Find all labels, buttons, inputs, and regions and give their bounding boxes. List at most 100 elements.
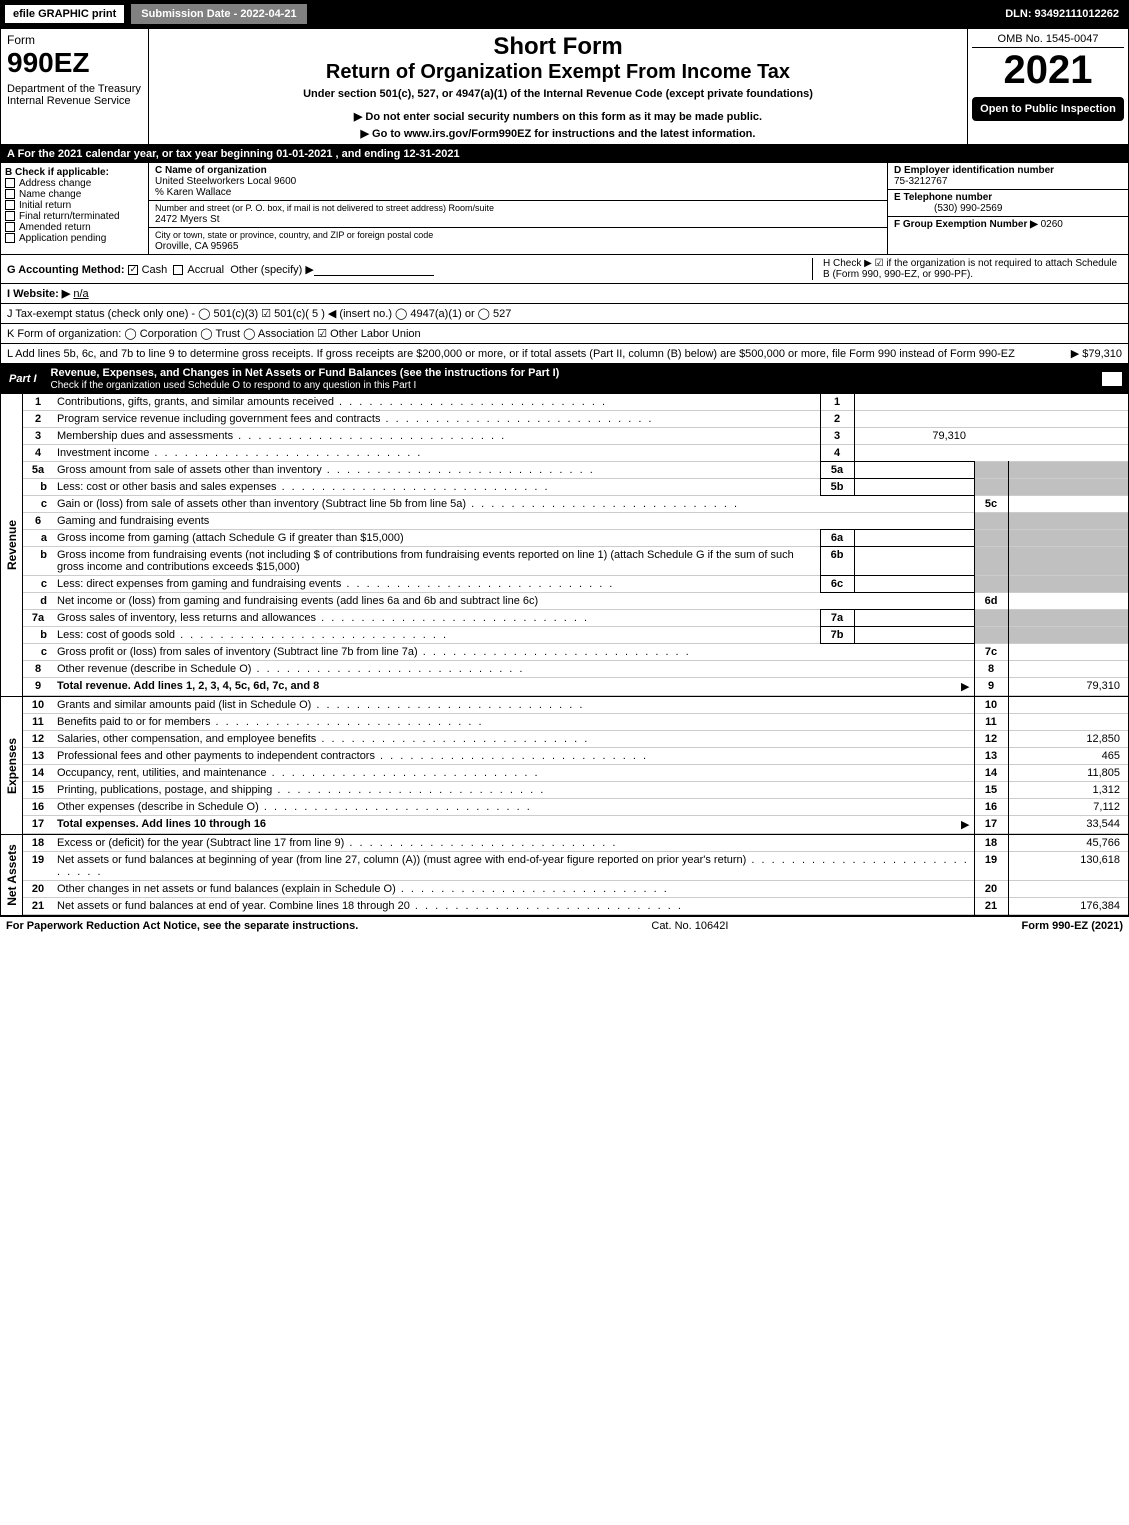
box-b: B Check if applicable: Address change Na… (1, 163, 149, 254)
line-h: H Check ▶ ☑ if the organization is not r… (812, 258, 1122, 280)
line-k: K Form of organization: ◯ Corporation ◯ … (1, 324, 1128, 344)
line-17: 17Total expenses. Add lines 10 through 1… (23, 816, 1128, 834)
box-c: C Name of organization United Steelworke… (149, 163, 888, 254)
chk-accrual[interactable] (173, 265, 183, 275)
line-4: 4Investment income4 (23, 445, 1128, 462)
part-1-checkbox[interactable]: ✓ (1102, 372, 1122, 386)
chk-app-pending[interactable] (5, 233, 15, 243)
line-g-label: G Accounting Method: (7, 264, 125, 276)
part-1-label: Part I (1, 370, 45, 388)
chk-address-change[interactable] (5, 178, 15, 188)
line-6a: aGross income from gaming (attach Schedu… (23, 530, 1128, 547)
line-7c: cGross profit or (loss) from sales of in… (23, 644, 1128, 661)
lbl-other: Other (specify) ▶ (230, 264, 314, 276)
city-state-zip: Oroville, CA 95965 (155, 241, 238, 252)
line-14: 14Occupancy, rent, utilities, and mainte… (23, 765, 1128, 782)
revenue-table: 1Contributions, gifts, grants, and simil… (23, 394, 1128, 696)
ein-value: 75-3212767 (894, 176, 947, 187)
subtitle: Under section 501(c), 527, or 4947(a)(1)… (153, 88, 963, 100)
note-ssn: ▶ Do not enter social security numbers o… (153, 110, 963, 123)
net-assets-vert-label: Net Assets (1, 835, 23, 915)
arrow-icon: ▶ (961, 680, 969, 693)
line-l: L Add lines 5b, 6c, and 7b to line 9 to … (1, 344, 1128, 364)
revenue-vert-label: Revenue (1, 394, 23, 696)
line-l-arrow: ▶ $ (1071, 347, 1089, 360)
open-to-public: Open to Public Inspection (972, 97, 1124, 121)
line-3: 3Membership dues and assessments379,310 (23, 428, 1128, 445)
net-assets-table: 18Excess or (deficit) for the year (Subt… (23, 835, 1128, 915)
other-specify-input[interactable] (314, 264, 434, 276)
line-l-text: L Add lines 5b, 6c, and 7b to line 9 to … (7, 348, 1015, 360)
website-value: n/a (73, 288, 88, 300)
arrow-icon: ▶ (961, 818, 969, 831)
org-name-label: C Name of organization (155, 165, 267, 176)
submission-date: Submission Date - 2022-04-21 (131, 4, 306, 24)
chk-name-change[interactable] (5, 189, 15, 199)
line-7a: 7aGross sales of inventory, less returns… (23, 610, 1128, 627)
tel-value: (530) 990-2569 (894, 203, 1002, 214)
line-8: 8Other revenue (describe in Schedule O)8 (23, 661, 1128, 678)
form-word: Form (7, 33, 142, 47)
line-19: 19Net assets or fund balances at beginni… (23, 852, 1128, 881)
footer-form-ref: Form 990-EZ (2021) (1022, 920, 1123, 932)
note-link: ▶ Go to www.irs.gov/Form990EZ for instru… (153, 127, 963, 140)
footer-left: For Paperwork Reduction Act Notice, see … (6, 920, 358, 932)
city-label: City or town, state or province, country… (155, 230, 433, 240)
line-16: 16Other expenses (describe in Schedule O… (23, 799, 1128, 816)
box-d-e-f: D Employer identification number 75-3212… (888, 163, 1128, 254)
grp-label: F Group Exemption Number ▶ (894, 219, 1038, 230)
addr-label: Number and street (or P. O. box, if mail… (155, 203, 494, 213)
expenses-vert-label: Expenses (1, 697, 23, 834)
dln: DLN: 93492111012262 (995, 4, 1129, 24)
care-of: % Karen Wallace (155, 187, 231, 198)
chk-amended[interactable] (5, 222, 15, 232)
line-6d: dNet income or (loss) from gaming and fu… (23, 593, 1128, 610)
line-l-amount: 79,310 (1088, 348, 1122, 360)
grp-value: 0260 (1041, 219, 1063, 230)
chk-final-return[interactable] (5, 211, 15, 221)
website-label: I Website: ▶ (7, 287, 70, 300)
lbl-final-return: Final return/terminated (19, 211, 120, 222)
line-g-h: G Accounting Method: Cash Accrual Other … (1, 255, 1128, 284)
line-6b: bGross income from fundraising events (n… (23, 547, 1128, 576)
revenue-section: Revenue 1Contributions, gifts, grants, a… (1, 394, 1128, 697)
main-title: Return of Organization Exempt From Incom… (153, 61, 963, 84)
section-a: A For the 2021 calendar year, or tax yea… (1, 145, 1128, 163)
line-10: 10Grants and similar amounts paid (list … (23, 697, 1128, 714)
part-1-header: Part I Revenue, Expenses, and Changes in… (1, 364, 1128, 394)
top-bar: efile GRAPHIC print Submission Date - 20… (0, 0, 1129, 28)
chk-cash[interactable] (128, 265, 138, 275)
line-5a: 5aGross amount from sale of assets other… (23, 462, 1128, 479)
chk-initial-return[interactable] (5, 200, 15, 210)
street-address: 2472 Myers St (155, 214, 219, 225)
org-name: United Steelworkers Local 9600 (155, 176, 296, 187)
lbl-app-pending: Application pending (19, 233, 106, 244)
lbl-cash: Cash (142, 264, 168, 276)
line-9: 9Total revenue. Add lines 1, 2, 3, 4, 5c… (23, 678, 1128, 696)
info-grid: B Check if applicable: Address change Na… (1, 163, 1128, 255)
lbl-amended: Amended return (19, 222, 91, 233)
box-b-label: B Check if applicable: (5, 167, 144, 178)
line-20: 20Other changes in net assets or fund ba… (23, 881, 1128, 898)
efile-print-button[interactable]: efile GRAPHIC print (4, 4, 125, 24)
expenses-table: 10Grants and similar amounts paid (list … (23, 697, 1128, 834)
net-assets-section: Net Assets 18Excess or (deficit) for the… (1, 835, 1128, 916)
line-12: 12Salaries, other compensation, and empl… (23, 731, 1128, 748)
line-13: 13Professional fees and other payments t… (23, 748, 1128, 765)
line-7b: bLess: cost of goods sold7b (23, 627, 1128, 644)
part-1-title: Revenue, Expenses, and Changes in Net As… (51, 367, 560, 379)
line-5c: cGain or (loss) from sale of assets othe… (23, 496, 1128, 513)
form-of-org: K Form of organization: ◯ Corporation ◯ … (7, 327, 421, 340)
footer-cat-no: Cat. No. 10642I (358, 920, 1021, 932)
form-frame: Form 990EZ Department of the Treasury In… (0, 28, 1129, 917)
tel-label: E Telephone number (894, 192, 992, 203)
line-2: 2Program service revenue including gover… (23, 411, 1128, 428)
lbl-address-change: Address change (19, 178, 91, 189)
form-header: Form 990EZ Department of the Treasury In… (1, 29, 1128, 145)
dept-treasury: Department of the Treasury Internal Reve… (7, 83, 142, 107)
line-i: I Website: ▶ n/a (1, 284, 1128, 304)
tax-exempt-status: J Tax-exempt status (check only one) - ◯… (7, 307, 511, 320)
line-6: 6Gaming and fundraising events (23, 513, 1128, 530)
line-11: 11Benefits paid to or for members11 (23, 714, 1128, 731)
line-j: J Tax-exempt status (check only one) - ◯… (1, 304, 1128, 324)
